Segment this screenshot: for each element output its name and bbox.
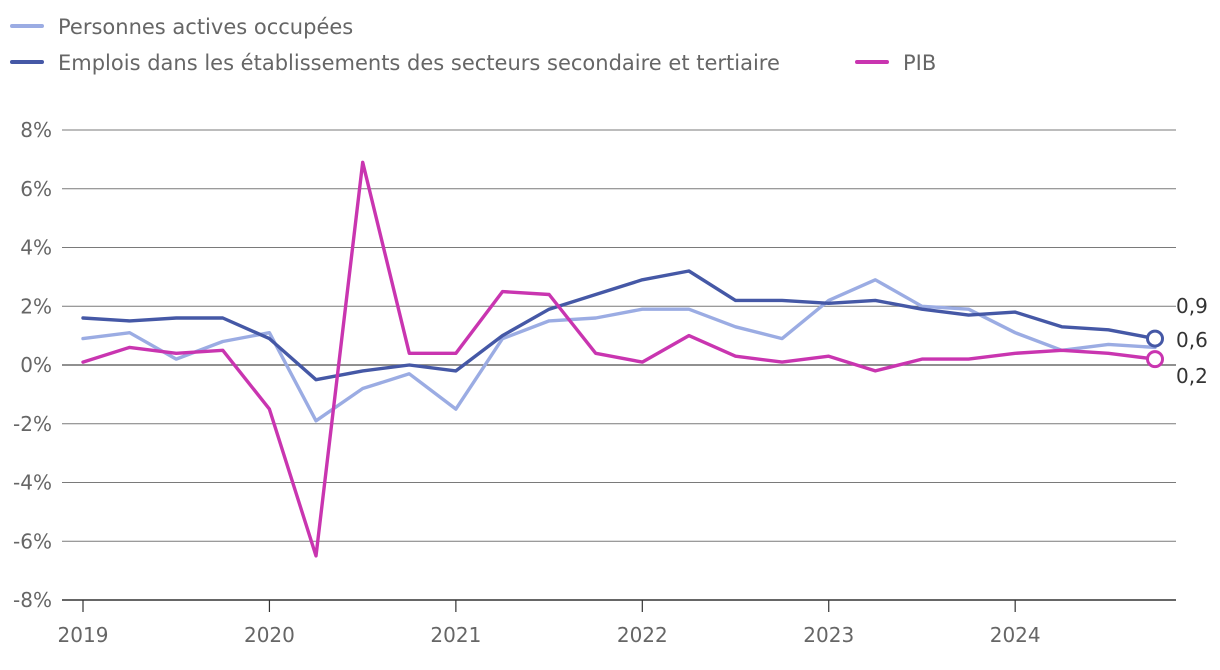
y-tick-label: -2% (13, 412, 52, 436)
end-value-labels: 0,6 0,9 0,2 (1176, 294, 1208, 388)
y-tick-label: 8% (20, 118, 52, 142)
y-tick-label: 4% (20, 236, 52, 260)
end-marker-1 (1146, 329, 1164, 348)
x-tick-label: 2023 (803, 623, 854, 647)
y-axis-tick-labels: 8% 6% 4% 2% 0% -2% -4% -6% -8% (13, 118, 52, 612)
x-tick-label: 2024 (990, 623, 1041, 647)
horizontal-gridlines (62, 129, 1176, 601)
end-value-label: 0,9 (1176, 294, 1208, 318)
end-marker-2 (1146, 350, 1164, 369)
x-tick-label: 2022 (617, 623, 668, 647)
y-tick-label: 0% (20, 353, 52, 377)
legend-item: Emplois dans les établissements des sect… (10, 51, 780, 75)
legend-label: Personnes actives occupées (58, 15, 353, 39)
legend-item: Personnes actives occupées (10, 15, 353, 39)
legend-label: PIB (903, 51, 936, 75)
x-tick-label: 2019 (58, 623, 109, 647)
y-tick-label: 2% (20, 294, 52, 318)
end-value-label: 0,6 (1176, 328, 1208, 352)
y-tick-label: -4% (13, 471, 52, 495)
x-tick-label: 2021 (430, 623, 481, 647)
series-line-2 (81, 160, 1157, 558)
series-line-1 (81, 269, 1157, 382)
x-axis: 2019 2020 2021 2022 2023 2024 (58, 599, 1176, 647)
legend-label: Emplois dans les établissements des sect… (58, 51, 780, 75)
series-line-0 (81, 278, 1157, 423)
chart-legend: Personnes actives occupées Emplois dans l… (10, 15, 936, 75)
series-lines (81, 160, 1157, 558)
end-markers (1146, 329, 1164, 369)
y-tick-label: -8% (13, 588, 52, 612)
y-tick-label: -6% (13, 529, 52, 553)
legend-item: PIB (855, 51, 936, 75)
x-tick-label: 2020 (244, 623, 295, 647)
end-value-label: 0,2 (1176, 364, 1208, 388)
y-tick-label: 6% (20, 177, 52, 201)
